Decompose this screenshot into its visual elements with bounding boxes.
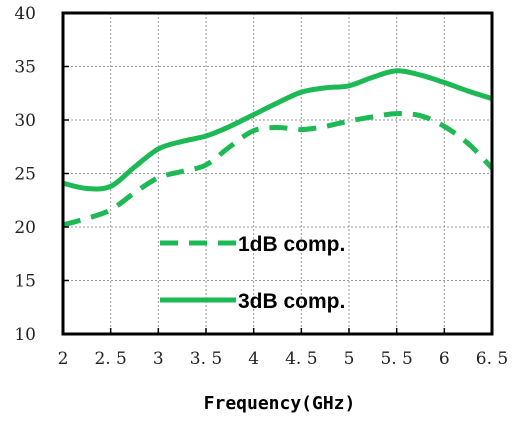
- y-tick-label: 20: [14, 218, 36, 238]
- series-line-1db: [62, 111, 494, 228]
- x-tick-label: 5: [344, 349, 355, 369]
- y-tick-label: 10: [14, 325, 36, 345]
- series-layer: [62, 68, 494, 228]
- x-tick-label: 6: [439, 349, 450, 369]
- x-axis-label: Frequency(GHz): [204, 393, 356, 414]
- x-tick-label: 6. 5: [476, 349, 508, 369]
- x-tick-label: 2: [58, 349, 69, 369]
- series-line-3db: [62, 68, 493, 192]
- x-tick-label: 4: [248, 349, 259, 369]
- y-tick-label: 30: [14, 111, 36, 131]
- x-tick-label: 3: [153, 349, 164, 369]
- x-tick-label: 4. 5: [285, 349, 317, 369]
- legend-label-3db: 3dB comp.: [238, 290, 345, 313]
- x-tick-label: 3. 5: [190, 349, 222, 369]
- x-tick-label: 2. 5: [94, 349, 126, 369]
- y-tick-label: 15: [14, 272, 36, 292]
- y-tick-label: 35: [14, 58, 36, 78]
- y-tick-label: 25: [14, 165, 36, 185]
- y-tick-label: 40: [14, 4, 36, 24]
- x-tick-label: 5. 5: [380, 349, 412, 369]
- grid: [63, 13, 492, 334]
- legend: 1dB comp. 3dB comp.: [160, 233, 345, 313]
- legend-label-1db: 1dB comp.: [238, 233, 345, 256]
- ticks: 2 2. 5 3 3. 5 4 4. 5 5 5. 5 6 6. 5 10 15 20 25 30 35 40: [14, 4, 508, 369]
